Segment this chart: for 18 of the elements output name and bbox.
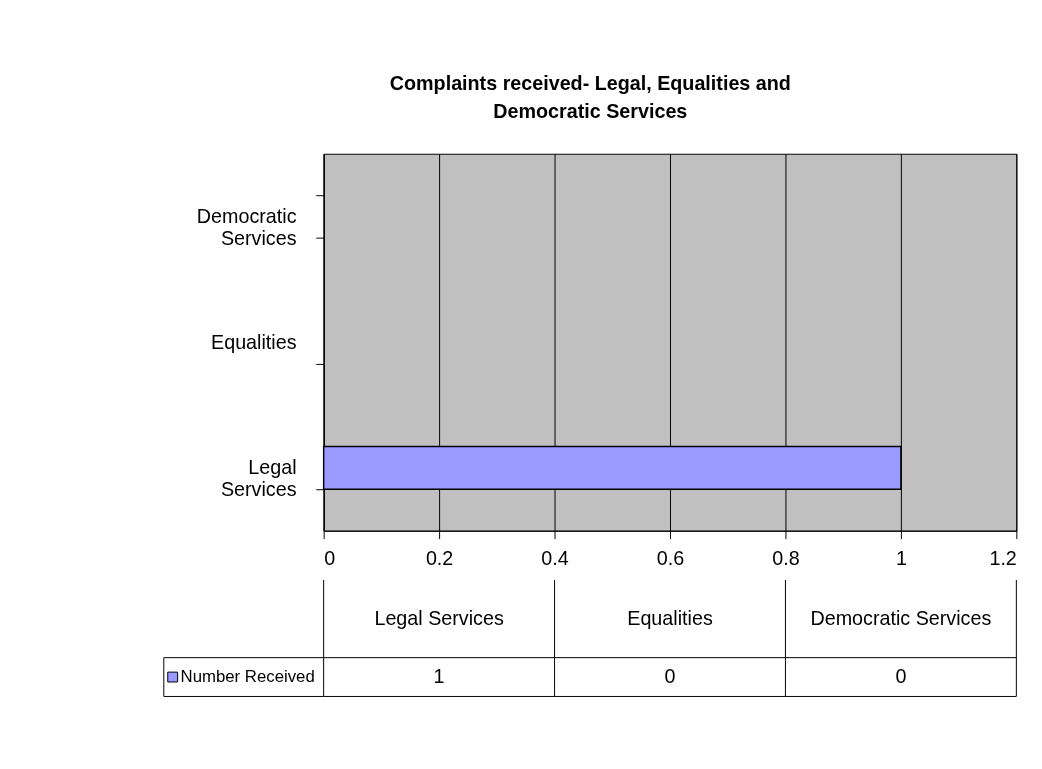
x-tick-label: 0.6 [656,546,685,569]
text: 0 [895,664,907,687]
y-tick-label: Equalities [211,330,297,353]
category-label: Legal Services [374,606,504,629]
category-label: Democratic Services [810,606,992,629]
legend-label: Number Received [180,666,315,686]
x-tick-label: 1 [895,546,907,569]
x-tick-label: 0.4 [541,546,569,569]
x-tick-label: 0.8 [772,546,800,569]
x-tick-label: 1.2 [989,546,1017,569]
x-tick-label: 0 [324,546,336,569]
y-tick-label: Legal Services [220,456,297,500]
category-label: Equalities [627,606,713,629]
text: 0 [664,664,676,687]
x-tick-label: 0.2 [425,546,454,569]
y-tick-label: Democratic Services [196,204,297,249]
text: 1 [433,664,445,687]
chart-title: Complaints received- Legal, Equalities and Democratic Services [389,72,791,122]
